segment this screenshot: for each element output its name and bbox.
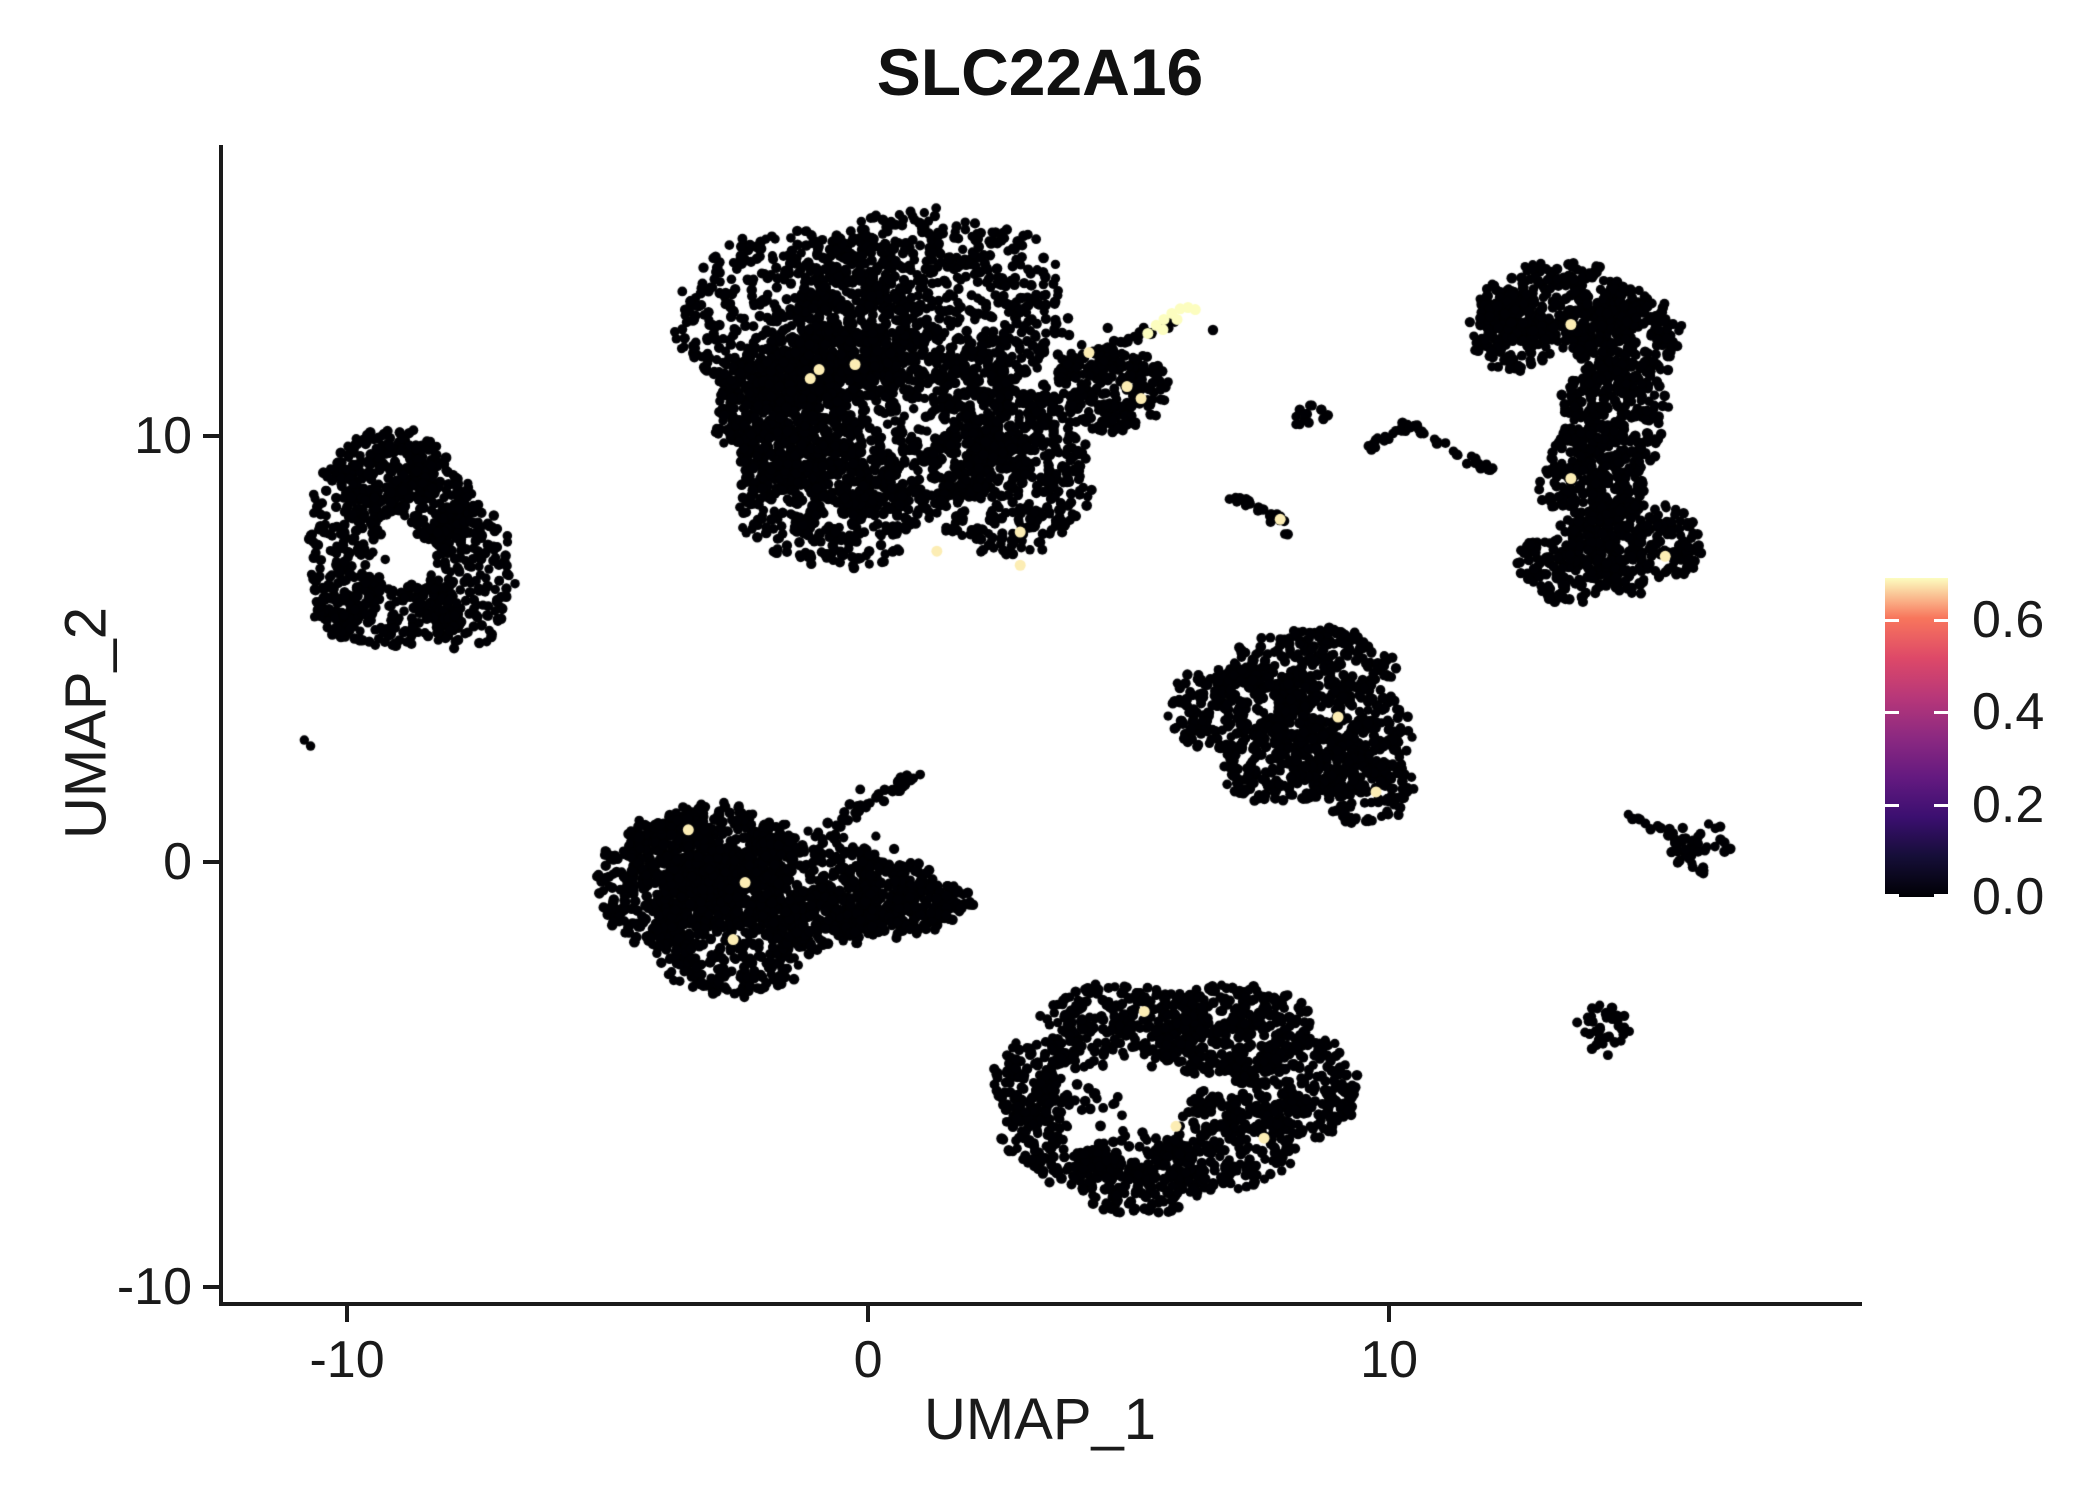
x-tick-label: -10 (309, 1331, 385, 1389)
colorbar-tick-mark (1934, 803, 1948, 807)
y-tick-label: 0 (163, 832, 192, 891)
x-axis-title: UMAP_1 (923, 1387, 1157, 1452)
y-axis-title: UMAP_2 (53, 606, 119, 840)
colorbar-tick-mark (1934, 618, 1948, 622)
colorbar-tick-mark (1885, 618, 1899, 622)
y-tick-mark (203, 1285, 219, 1290)
colorbar-tick-mark (1934, 894, 1948, 897)
x-tick-mark (866, 1306, 871, 1322)
colorbar-tick-label: 0.4 (1972, 683, 2045, 742)
colorbar-tick-label: 0.6 (1972, 590, 2045, 649)
x-tick-mark (345, 1306, 350, 1322)
x-tick-mark (1387, 1306, 1392, 1322)
colorbar-gradient (1885, 578, 1948, 897)
colorbar-tick-mark (1934, 711, 1948, 715)
y-tick-label: -10 (116, 1258, 192, 1317)
colorbar-tick-label: 0.0 (1972, 868, 2045, 926)
y-tick-label: 10 (134, 407, 192, 466)
x-tick-label: 0 (853, 1331, 883, 1389)
colorbar-tick-mark (1885, 803, 1899, 807)
y-tick-mark (203, 859, 219, 864)
plot-title: SLC22A16 (876, 35, 1204, 109)
x-tick-label: 10 (1360, 1331, 1418, 1389)
colorbar-tick-mark (1885, 894, 1899, 897)
y-tick-mark (203, 434, 219, 439)
umap-scatter-canvas (222, 145, 1858, 1302)
x-axis-line (219, 1302, 1862, 1306)
y-axis-line (219, 145, 223, 1306)
colorbar-tick-label: 0.2 (1972, 775, 2045, 834)
colorbar-tick-mark (1885, 711, 1899, 715)
